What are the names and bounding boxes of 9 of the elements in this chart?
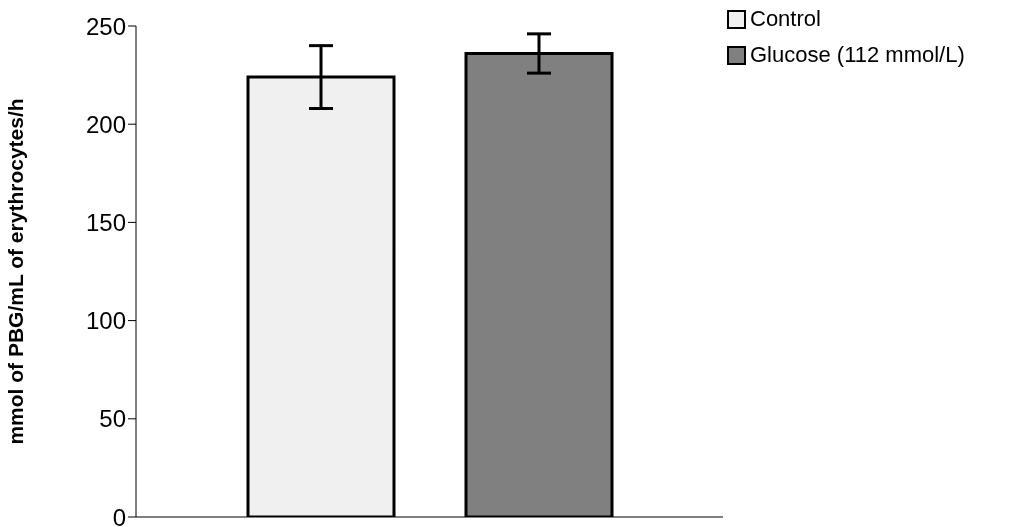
legend-label: Glucose (112 mmol/L) (750, 42, 965, 68)
y-tick-label: 200 (85, 110, 126, 138)
legend-label: Control (750, 6, 821, 32)
y-tick-label: 100 (85, 307, 126, 335)
y-tick-label: 50 (99, 405, 126, 433)
y-tick-label: 250 (85, 12, 126, 40)
y-tick-label: 0 (112, 503, 126, 527)
y-axis-title: mmol of PBG/mL of erythrocytes/h (4, 98, 28, 445)
y-tick-label: 150 (85, 208, 126, 236)
